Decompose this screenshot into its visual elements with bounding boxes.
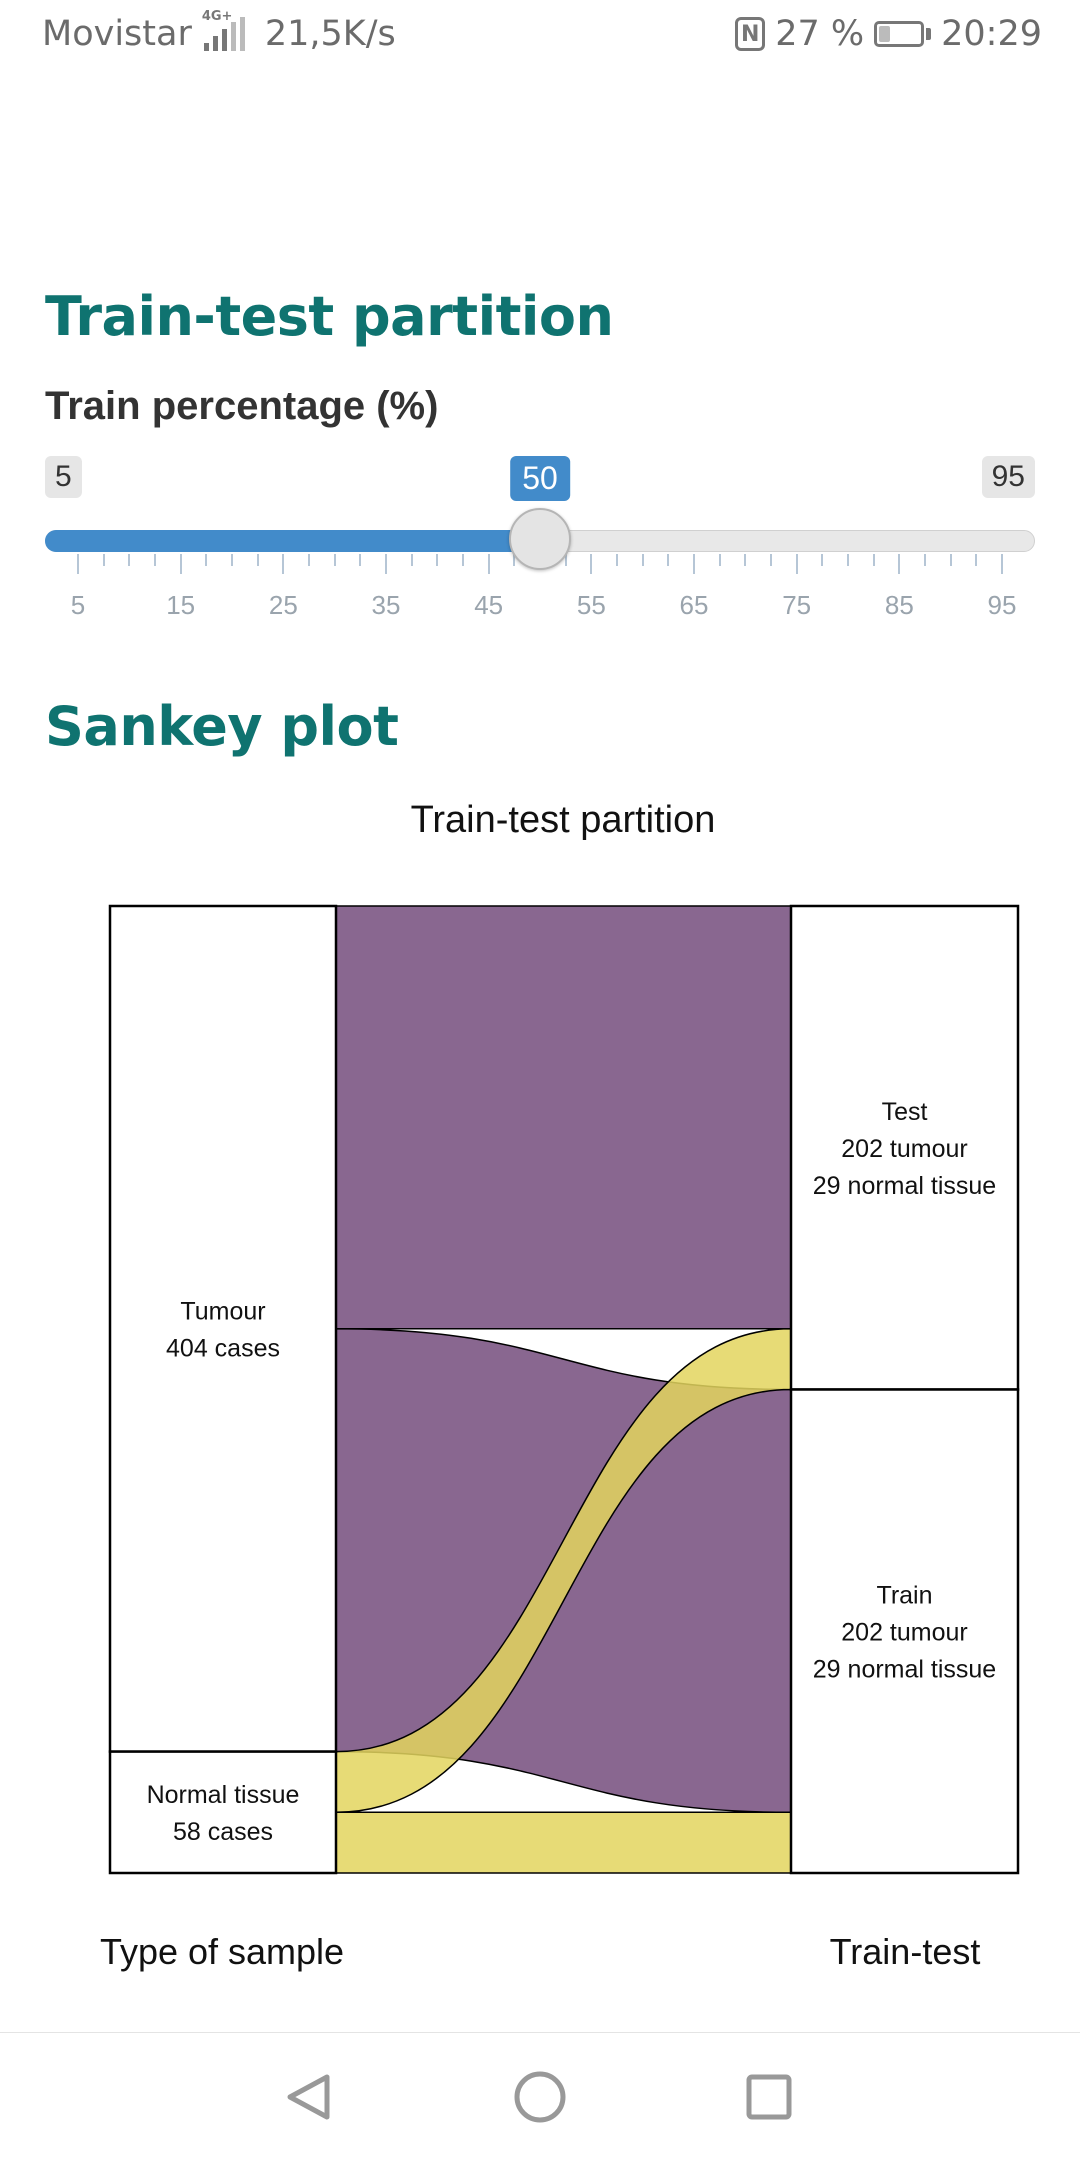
slider-handle[interactable] <box>509 508 571 570</box>
slider-value-bubble: 50 <box>510 456 570 501</box>
recents-icon[interactable] <box>746 2074 792 2120</box>
back-icon[interactable] <box>287 2074 330 2120</box>
signal-icon: 4G+ <box>202 9 245 51</box>
slider-max-label: 95 <box>981 456 1035 498</box>
slider-tick <box>949 554 952 566</box>
partition-section-title: Train-test partition <box>45 285 614 348</box>
slider-tick-label: 35 <box>371 590 401 620</box>
sankey-node-label: 58 cases <box>173 1818 273 1846</box>
slider-tick-label: 25 <box>268 590 298 620</box>
sankey-node-label: 29 normal tissue <box>813 1655 996 1683</box>
slider-tick <box>795 554 798 574</box>
slider-tick <box>847 554 849 566</box>
slider-tick <box>231 554 233 566</box>
status-right: N 27 % 20:29 <box>735 14 1042 54</box>
slider-tick <box>898 554 901 574</box>
sankey-nodes: Tumour 404 cases Normal tissue 58 cases Test… <box>108 904 1020 1875</box>
battery-fill <box>879 26 890 42</box>
sankey-flow-normal-tissue-to-train <box>335 1811 792 1874</box>
navigation-bar <box>0 2032 1080 2161</box>
slider-tick <box>308 554 310 566</box>
sankey-chart: Train-test partition Tumour 404 cases Norm… <box>100 799 1020 1972</box>
train-percentage-slider[interactable]: 5 95 50 5 15 25 35 45 55 65 75 85 95 <box>45 450 1035 630</box>
sankey-node-label: Tumour <box>180 1297 265 1325</box>
clock: 20:29 <box>941 14 1042 54</box>
slider-tick <box>693 554 695 574</box>
nfc-icon: N <box>735 17 766 51</box>
sankey-flow-tumour-to-test <box>335 905 792 1330</box>
slider-tick <box>667 554 670 566</box>
slider-tick-label: 85 <box>884 590 914 620</box>
slider-tick <box>462 554 464 566</box>
slider-tick <box>436 554 439 566</box>
slider-fill <box>45 530 540 552</box>
sankey-node-label: 404 cases <box>166 1334 280 1362</box>
slider-tick <box>102 554 105 566</box>
sankey-title: Train-test partition <box>411 799 716 841</box>
slider-tick-label: 75 <box>782 590 812 620</box>
right-axis-label: Train-test <box>830 1931 981 1972</box>
sankey-node-label: Test <box>882 1098 928 1126</box>
slider-tick <box>564 554 567 566</box>
slider-tick <box>256 554 259 566</box>
slider-label: Train percentage (%) <box>45 384 439 428</box>
slider-tick <box>616 554 618 566</box>
slider-tick <box>641 554 644 566</box>
left-axis-label: Type of sample <box>100 1931 344 1972</box>
slider-tick <box>590 554 593 574</box>
sankey-section-title: Sankey plot <box>45 695 399 758</box>
slider-tick <box>359 554 362 566</box>
sankey-node-label: 202 tumour <box>841 1618 967 1646</box>
slider-tick <box>77 554 79 574</box>
slider-tick <box>821 554 824 566</box>
home-icon[interactable] <box>514 2071 566 2123</box>
sankey-node-label: Train <box>876 1581 932 1609</box>
battery-percent: 27 % <box>775 14 865 54</box>
slider-tick <box>513 554 516 566</box>
carrier-name: Movistar <box>42 14 192 54</box>
slider-tick <box>770 554 772 566</box>
network-type: 4G+ <box>201 9 233 24</box>
sankey-node-test <box>789 904 1020 1391</box>
slider-min-label: 5 <box>45 456 82 498</box>
sankey-node-label: 202 tumour <box>841 1135 967 1163</box>
slider-tick <box>128 554 131 566</box>
slider-tick <box>975 554 978 566</box>
slider-tick <box>718 554 721 566</box>
slider-tick <box>872 554 875 566</box>
slider-tick <box>333 554 336 566</box>
sankey-node-label: 29 normal tissue <box>813 1172 996 1200</box>
battery-icon <box>874 21 932 47</box>
slider-tick-label: 65 <box>679 590 709 620</box>
slider-tick <box>410 554 413 566</box>
data-speed: 21,5K/s <box>264 14 396 54</box>
slider-tick-label: 5 <box>70 590 86 620</box>
sankey-node-train <box>789 1388 1020 1875</box>
slider-tick-label: 45 <box>474 590 504 620</box>
slider-tick-label: 95 <box>987 590 1017 620</box>
slider-tick-label: 55 <box>576 590 606 620</box>
status-left: Movistar 4G+ 21,5K/s <box>42 9 396 54</box>
slider-tick-label: 15 <box>166 590 196 620</box>
slider-tick <box>744 554 747 566</box>
slider-tick <box>487 554 490 574</box>
slider-tick <box>205 554 208 566</box>
status-bar: Movistar 4G+ 21,5K/s N 27 % 20:29 <box>0 0 1080 80</box>
sankey-node-label: Normal tissue <box>147 1781 300 1809</box>
slider-tick <box>1001 554 1003 574</box>
sankey-node-normal-tissue <box>108 1750 338 1875</box>
sankey-node-tumour <box>108 904 338 1753</box>
slider-tick <box>282 554 285 574</box>
slider-tick <box>924 554 926 566</box>
slider-tick <box>385 554 387 574</box>
sankey-flows <box>335 905 792 1874</box>
slider-tick <box>154 554 156 566</box>
slider-tick <box>179 554 182 574</box>
